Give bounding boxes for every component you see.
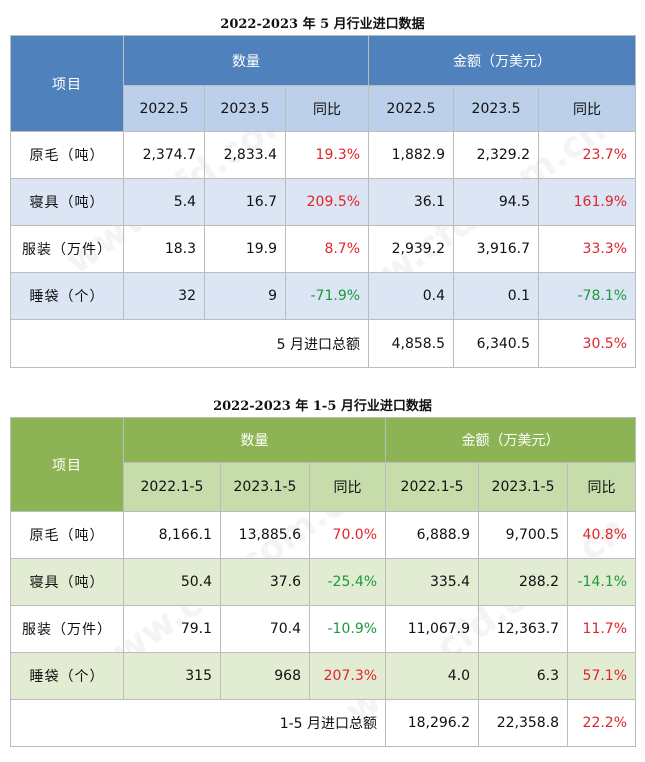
qty-yoy: 70.0% xyxy=(308,511,387,559)
yoy-header: 同比 xyxy=(308,462,387,512)
total-label: 5 月进口总额 xyxy=(9,319,370,368)
amt-2022: 4.0 xyxy=(385,652,480,700)
qty-2023: 19.9 xyxy=(204,225,286,273)
amt-2023: 288.2 xyxy=(478,558,569,606)
qty-yoy: 207.3% xyxy=(308,652,387,700)
year-header: 2023.1-5 xyxy=(478,462,569,512)
year-header: 2023.5 xyxy=(204,85,286,132)
table1: 项目 数量 金额（万美元） 2022.5 2023.5 同比 2022.5 20… xyxy=(9,35,637,368)
total-amt-2022: 18,296.2 xyxy=(385,699,480,747)
row-label: 服装（万件） xyxy=(10,225,124,273)
table-row: 睡袋（个） 32 9 -71.9% 0.4 0.1 -78.1% xyxy=(10,272,637,320)
amt-2023: 94.5 xyxy=(453,178,540,226)
amt-yoy: -78.1% xyxy=(538,272,637,320)
amt-2022: 2,939.2 xyxy=(368,225,455,273)
amt-2022: 335.4 xyxy=(385,558,480,606)
amt-yoy: 23.7% xyxy=(538,131,637,179)
amt-2023: 12,363.7 xyxy=(478,605,569,653)
table2: 项目 数量 金额（万美元） 2022.1-5 2023.1-5 同比 2022.… xyxy=(9,417,637,747)
qty-2023: 13,885.6 xyxy=(220,511,310,559)
total-amt-yoy: 30.5% xyxy=(538,319,637,368)
total-amt-yoy: 22.2% xyxy=(567,699,637,747)
qty-yoy: -25.4% xyxy=(308,558,387,606)
row-label: 服装（万件） xyxy=(10,605,124,653)
qty-2023: 16.7 xyxy=(204,178,286,226)
total-row: 5 月进口总额 4,858.5 6,340.5 30.5% xyxy=(9,319,637,368)
quantity-header: 数量 xyxy=(122,35,370,86)
amt-2022: 0.4 xyxy=(368,272,455,320)
qty-yoy: -71.9% xyxy=(284,272,370,320)
item-header: 项目 xyxy=(10,417,124,512)
amt-2022: 1,882.9 xyxy=(368,131,455,179)
qty-yoy: -10.9% xyxy=(308,605,387,653)
qty-2022: 79.1 xyxy=(123,605,221,653)
yoy-header: 同比 xyxy=(567,462,637,512)
amt-yoy: -14.1% xyxy=(567,558,637,606)
amt-2022: 36.1 xyxy=(368,178,455,226)
total-row: 1-5 月进口总额 18,296.2 22,358.8 22.2% xyxy=(9,699,637,747)
qty-2023: 70.4 xyxy=(220,605,310,653)
row-label: 寝具（吨） xyxy=(10,178,124,226)
table-row: 睡袋（个） 315 968 207.3% 4.0 6.3 57.1% xyxy=(10,652,637,700)
year-header: 2023.5 xyxy=(453,85,540,132)
item-header: 项目 xyxy=(10,35,124,132)
qty-2023: 37.6 xyxy=(220,558,310,606)
qty-2022: 50.4 xyxy=(123,558,221,606)
total-amt-2022: 4,858.5 xyxy=(368,319,455,368)
amt-2023: 6.3 xyxy=(478,652,569,700)
qty-2022: 18.3 xyxy=(123,225,205,273)
amt-yoy: 11.7% xyxy=(567,605,637,653)
table-row: 寝具（吨） 50.4 37.6 -25.4% 335.4 288.2 -14.1… xyxy=(10,558,637,606)
year-header: 2022.1-5 xyxy=(123,462,221,512)
table-row: 原毛（吨） 2,374.7 2,833.4 19.3% 1,882.9 2,32… xyxy=(10,131,637,179)
yoy-header: 同比 xyxy=(538,85,637,132)
qty-2022: 5.4 xyxy=(123,178,205,226)
year-header: 2022.1-5 xyxy=(385,462,480,512)
year-header: 2023.1-5 xyxy=(220,462,310,512)
amount-header: 金额（万美元） xyxy=(368,35,637,86)
qty-2022: 2,374.7 xyxy=(123,131,205,179)
qty-2023: 968 xyxy=(220,652,310,700)
total-amt-2023: 6,340.5 xyxy=(453,319,540,368)
amt-2022: 6,888.9 xyxy=(385,511,480,559)
row-label: 原毛（吨） xyxy=(10,131,124,179)
row-label: 原毛（吨） xyxy=(10,511,124,559)
amt-2023: 3,916.7 xyxy=(453,225,540,273)
qty-2023: 9 xyxy=(204,272,286,320)
table-row: 服装（万件） 79.1 70.4 -10.9% 11,067.9 12,363.… xyxy=(10,605,637,653)
amt-2023: 2,329.2 xyxy=(453,131,540,179)
row-label: 寝具（吨） xyxy=(10,558,124,606)
amt-yoy: 161.9% xyxy=(538,178,637,226)
qty-2022: 32 xyxy=(123,272,205,320)
qty-yoy: 209.5% xyxy=(284,178,370,226)
amt-yoy: 57.1% xyxy=(567,652,637,700)
amt-yoy: 40.8% xyxy=(567,511,637,559)
row-label: 睡袋（个） xyxy=(10,272,124,320)
total-amt-2023: 22,358.8 xyxy=(478,699,569,747)
amt-2022: 11,067.9 xyxy=(385,605,480,653)
table-row: 原毛（吨） 8,166.1 13,885.6 70.0% 6,888.9 9,7… xyxy=(10,511,637,559)
year-header: 2022.5 xyxy=(123,85,205,132)
yoy-header: 同比 xyxy=(284,85,370,132)
total-label: 1-5 月进口总额 xyxy=(9,699,387,747)
table-row: 寝具（吨） 5.4 16.7 209.5% 36.1 94.5 161.9% xyxy=(10,178,637,226)
qty-2022: 8,166.1 xyxy=(123,511,221,559)
amount-header: 金额（万美元） xyxy=(385,417,637,463)
amt-2023: 0.1 xyxy=(453,272,540,320)
year-header: 2022.5 xyxy=(368,85,455,132)
amt-yoy: 33.3% xyxy=(538,225,637,273)
qty-yoy: 8.7% xyxy=(284,225,370,273)
quantity-header: 数量 xyxy=(122,417,387,463)
qty-2023: 2,833.4 xyxy=(204,131,286,179)
amt-2023: 9,700.5 xyxy=(478,511,569,559)
table1-title: 2022-2023 年 5 月行业进口数据 xyxy=(220,17,425,32)
table2-title: 2022-2023 年 1-5 月行业进口数据 xyxy=(213,399,432,414)
qty-2022: 315 xyxy=(123,652,221,700)
qty-yoy: 19.3% xyxy=(284,131,370,179)
row-label: 睡袋（个） xyxy=(10,652,124,700)
table-row: 服装（万件） 18.3 19.9 8.7% 2,939.2 3,916.7 33… xyxy=(10,225,637,273)
